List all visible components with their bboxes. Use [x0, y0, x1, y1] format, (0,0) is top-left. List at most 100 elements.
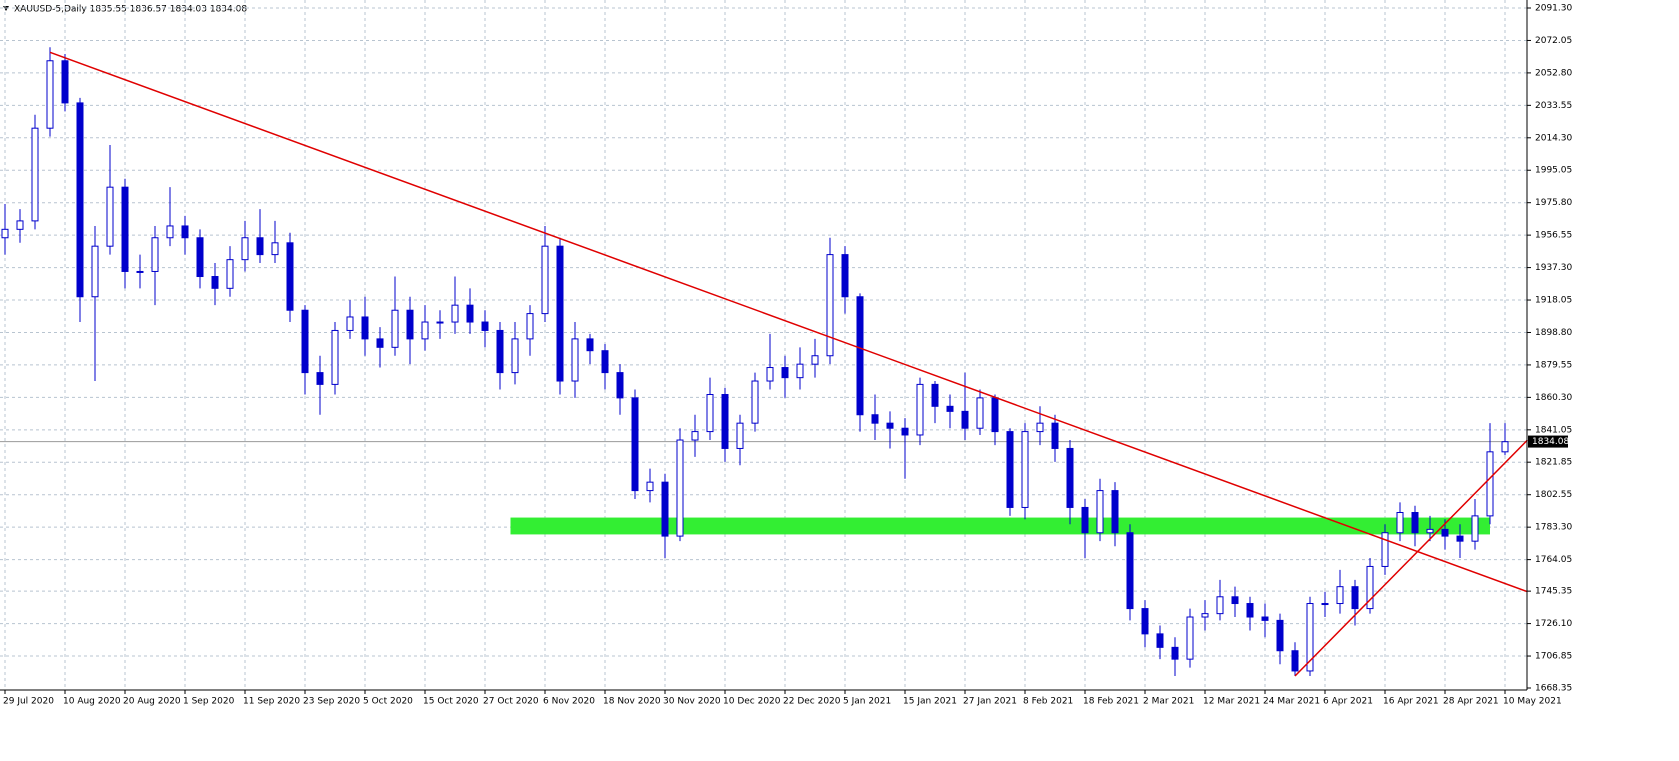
candle-body [1, 228, 9, 239]
candle-body [211, 276, 219, 289]
candle-body [1126, 532, 1134, 610]
candle-body [1036, 422, 1044, 433]
candle-body [1366, 565, 1374, 610]
y-tick-label: 1745.35 [1535, 587, 1572, 597]
y-tick-label: 1879.55 [1535, 360, 1572, 370]
y-tick-label: 1783.30 [1535, 523, 1572, 533]
candle-body [1246, 603, 1254, 618]
x-tick-label: 18 Nov 2020 [603, 697, 661, 707]
candle-body [901, 427, 909, 436]
candle-body [676, 439, 684, 537]
candle-body [736, 422, 744, 449]
y-tick-label: 1668.35 [1535, 684, 1572, 694]
candle-body [781, 367, 789, 379]
candle-body [871, 414, 879, 424]
candle-body [556, 245, 564, 382]
candle-body [1261, 616, 1269, 621]
candle-body [886, 422, 894, 429]
candle-body [691, 431, 699, 441]
y-tick-label: 1995.05 [1535, 166, 1572, 176]
candle-body [526, 313, 534, 340]
candle-body [286, 242, 294, 311]
x-tick-label: 23 Sep 2020 [303, 697, 360, 707]
candle-body [1021, 431, 1029, 508]
x-tick-label: 6 Apr 2021 [1323, 697, 1373, 707]
candle-body [976, 397, 984, 429]
candle-body [1501, 441, 1509, 453]
candle-body [766, 367, 774, 382]
candle-body [811, 355, 819, 365]
candle-body [226, 259, 234, 289]
candle-body [1456, 535, 1464, 542]
x-tick-label: 10 May 2021 [1503, 697, 1562, 707]
trendline [49, 51, 1528, 593]
x-tick-label: 22 Dec 2020 [783, 697, 841, 707]
candle-body [151, 237, 159, 272]
candle-body [541, 245, 549, 315]
y-tick-label: 1802.55 [1535, 490, 1572, 500]
x-tick-label: 1 Sep 2020 [183, 697, 235, 707]
x-tick-label: 24 Mar 2021 [1263, 697, 1320, 707]
candle-body [616, 372, 624, 399]
candle-body [856, 296, 864, 416]
x-tick-label: 27 Jan 2021 [963, 697, 1017, 707]
y-tick-label: 2033.55 [1535, 101, 1572, 111]
y-tick-label: 1726.10 [1535, 619, 1572, 629]
x-tick-label: 5 Oct 2020 [363, 697, 413, 707]
y-tick-label: 2014.30 [1535, 133, 1572, 143]
y-tick-label: 1956.55 [1535, 231, 1572, 241]
candle-body [586, 338, 594, 352]
candle-body [76, 102, 84, 298]
x-tick-label: 12 Mar 2021 [1203, 697, 1260, 707]
candle-body [796, 363, 804, 379]
candle-body [181, 225, 189, 239]
candle-body [631, 397, 639, 492]
candle-body [316, 372, 324, 385]
candle-body [451, 304, 459, 323]
y-tick-label: 1975.80 [1535, 198, 1572, 208]
candle-body [1171, 646, 1179, 660]
candle-body [1306, 603, 1314, 672]
candle-body [496, 329, 504, 374]
candle-body [1276, 619, 1284, 652]
candle-body [31, 127, 39, 222]
candle-body [946, 405, 954, 412]
candle-body [436, 321, 444, 324]
y-tick-label: 1898.80 [1535, 328, 1572, 338]
candle-body [331, 329, 339, 385]
last-price-label: 1834.08 [1532, 437, 1569, 447]
x-tick-label: 27 Oct 2020 [483, 697, 539, 707]
candle-body [301, 309, 309, 374]
y-tick-label: 1764.05 [1535, 555, 1572, 565]
candle-body [991, 397, 999, 433]
candle-body [1051, 422, 1059, 449]
y-tick-label: 2091.30 [1535, 4, 1572, 14]
x-tick-label: 15 Jan 2021 [903, 697, 957, 707]
candle-body [1081, 506, 1089, 534]
candle-body [1096, 490, 1104, 534]
candle-body [601, 350, 609, 374]
y-tick-label: 2052.80 [1535, 68, 1572, 78]
candle-body [376, 338, 384, 348]
candle-body [1201, 613, 1209, 618]
candle-body [1486, 451, 1494, 517]
candle-body [751, 380, 759, 424]
candle-body [1186, 616, 1194, 660]
y-tick-label: 1918.05 [1535, 296, 1572, 306]
x-tick-label: 10 Dec 2020 [723, 697, 781, 707]
candle-body [1441, 528, 1449, 537]
candle-body [1231, 596, 1239, 605]
candle-body [931, 383, 939, 407]
candle-body [481, 321, 489, 331]
trendline [1294, 439, 1529, 677]
y-tick-label: 1937.30 [1535, 263, 1572, 273]
candle-body [46, 60, 54, 129]
candle-body [196, 237, 204, 278]
x-tick-label: 30 Nov 2020 [663, 697, 721, 707]
candle-body [646, 481, 654, 492]
candle-body [91, 245, 99, 298]
candle-body [1471, 515, 1479, 542]
candle-body [916, 383, 924, 436]
